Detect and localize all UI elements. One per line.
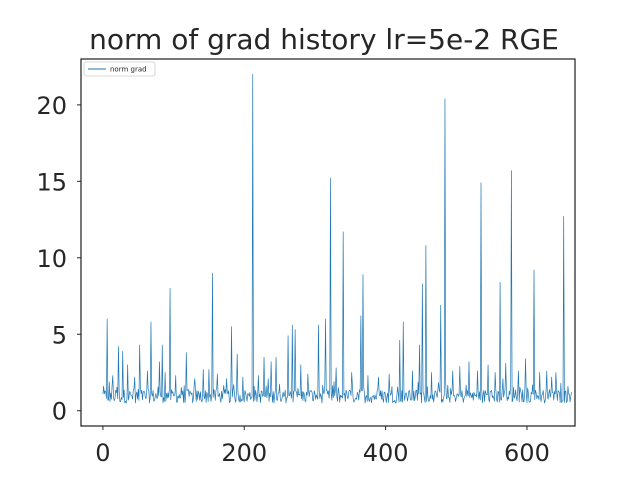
y-tick-label: 5 bbox=[52, 321, 67, 349]
x-tick-label: 0 bbox=[95, 439, 110, 467]
chart-title: norm of grad history lr=5e-2 RGE bbox=[89, 23, 559, 56]
y-tick-label: 0 bbox=[52, 398, 67, 426]
y-tick-label: 20 bbox=[36, 92, 67, 120]
series-line-norm-grad bbox=[102, 73, 572, 404]
legend-box bbox=[83, 61, 156, 77]
y-tick-label: 15 bbox=[36, 168, 67, 196]
x-tick-label: 600 bbox=[504, 439, 550, 467]
legend-label-norm-grad: norm grad bbox=[110, 66, 147, 74]
series-layer bbox=[102, 73, 572, 404]
x-tick-label: 200 bbox=[221, 439, 267, 467]
plot-area bbox=[80, 58, 576, 427]
x-axis-ticks: 0 200 400 600 bbox=[95, 426, 550, 467]
legend: norm grad bbox=[83, 61, 156, 77]
y-axis-ticks: 0 5 10 15 20 bbox=[36, 92, 81, 426]
y-tick-label: 10 bbox=[36, 245, 67, 273]
x-tick-label: 400 bbox=[363, 439, 409, 467]
